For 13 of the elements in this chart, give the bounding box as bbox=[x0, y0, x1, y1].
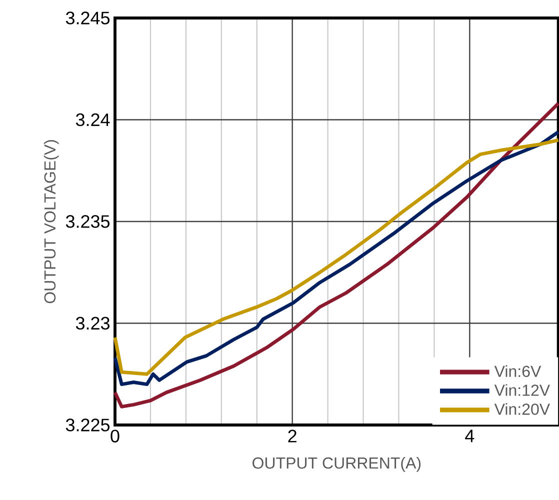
y-tick-label: 3.235 bbox=[66, 215, 110, 228]
x-tick-label: 0 bbox=[110, 430, 120, 442]
y-axis-title: OUTPUT VOLTAGE(V) bbox=[44, 140, 59, 304]
y-tick-label: 3.24 bbox=[76, 113, 110, 126]
legend-label: Vin:6V bbox=[494, 365, 542, 378]
x-axis-title: OUTPUT CURRENT(A) bbox=[252, 456, 421, 472]
legend-label: Vin:20V bbox=[494, 403, 550, 415]
y-tick-label: 3.23 bbox=[76, 316, 110, 330]
y-tick-label: 3.225 bbox=[66, 418, 110, 432]
x-tick-label: 2 bbox=[288, 430, 296, 442]
legend-label: Vin:12V bbox=[494, 384, 550, 396]
x-tick-label: 4 bbox=[465, 430, 474, 442]
y-tick-label: 3.245 bbox=[66, 12, 110, 24]
